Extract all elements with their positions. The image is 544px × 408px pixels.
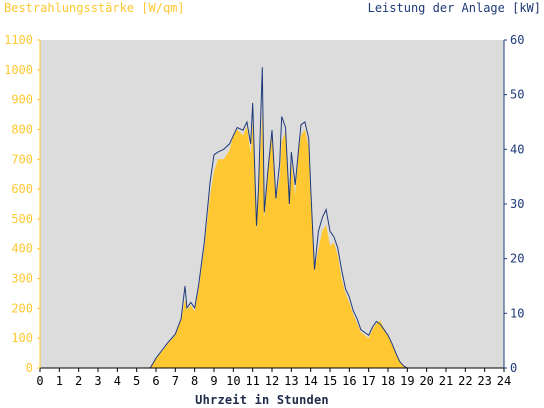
left-axis-title: Bestrahlungsstärke [W/qm]: [4, 1, 185, 15]
x-tick-label: 22: [458, 374, 472, 388]
y-left-tick-label: 700: [11, 152, 33, 166]
power-line: [40, 67, 504, 369]
y-right-tick-label: 0: [510, 361, 517, 375]
x-tick-label: 9: [210, 374, 217, 388]
x-tick-label: 8: [191, 374, 198, 388]
series-layer: [40, 67, 504, 369]
x-tick-label: 20: [419, 374, 433, 388]
x-tick-label: 19: [400, 374, 414, 388]
x-tick-label: 3: [94, 374, 101, 388]
y-left-tick-label: 100: [11, 331, 33, 345]
x-tick-label: 23: [477, 374, 491, 388]
right-axis-title: Leistung der Anlage [kW]: [367, 1, 541, 15]
x-tick-label: 14: [303, 374, 317, 388]
y-left-tick-label: 0: [26, 361, 33, 375]
x-tick-label: 2: [75, 374, 82, 388]
y-left-tick-label: 600: [11, 182, 33, 196]
y-left-tick-label: 400: [11, 242, 33, 256]
x-tick-label: 10: [226, 374, 240, 388]
y-left-tick-label: 800: [11, 122, 33, 136]
y-left-tick-label: 200: [11, 301, 33, 315]
y-right-tick-label: 50: [510, 88, 524, 102]
x-tick-label: 1: [56, 374, 63, 388]
y-left-tick-label: 1000: [4, 63, 33, 77]
x-tick-label: 5: [133, 374, 140, 388]
axis-layer: 0 1 2 3 4 5 6 7 8 9 10 11 12 13 14 15 16 17 18 19 20 21 22 23 24…: [4, 33, 524, 388]
x-tick-label: 21: [439, 374, 453, 388]
x-tick-label: 6: [152, 374, 159, 388]
y-right-tick-label: 20: [510, 252, 524, 266]
x-tick-label: 18: [381, 374, 395, 388]
y-left-tick-label: 1100: [4, 33, 33, 47]
x-tick-label: 13: [284, 374, 298, 388]
irradiance-area: [40, 111, 504, 368]
y-left-tick-label: 300: [11, 272, 33, 286]
y-left-tick-label: 500: [11, 212, 33, 226]
x-tick-label: 15: [323, 374, 337, 388]
x-tick-label: 11: [245, 374, 259, 388]
x-axis-title: Uhrzeit in Stunden: [195, 393, 329, 407]
y-right-tick-label: 10: [510, 306, 524, 320]
x-tick-label: 17: [361, 374, 375, 388]
y-right-tick-label: 60: [510, 33, 524, 47]
y-right-tick-label: 40: [510, 142, 524, 156]
x-tick-label: 4: [114, 374, 121, 388]
y-right-tick-label: 30: [510, 197, 524, 211]
x-tick-label: 24: [497, 374, 511, 388]
x-tick-label: 7: [172, 374, 179, 388]
y-left-tick-label: 900: [11, 93, 33, 107]
x-tick-label: 16: [342, 374, 356, 388]
x-tick-label: 12: [265, 374, 279, 388]
x-tick-label: 0: [36, 374, 43, 388]
irradiance-power-chart: 0 1 2 3 4 5 6 7 8 9 10 11 12 13 14 15 16 17 18 19 20 21 22 23 24…: [4, 33, 524, 388]
